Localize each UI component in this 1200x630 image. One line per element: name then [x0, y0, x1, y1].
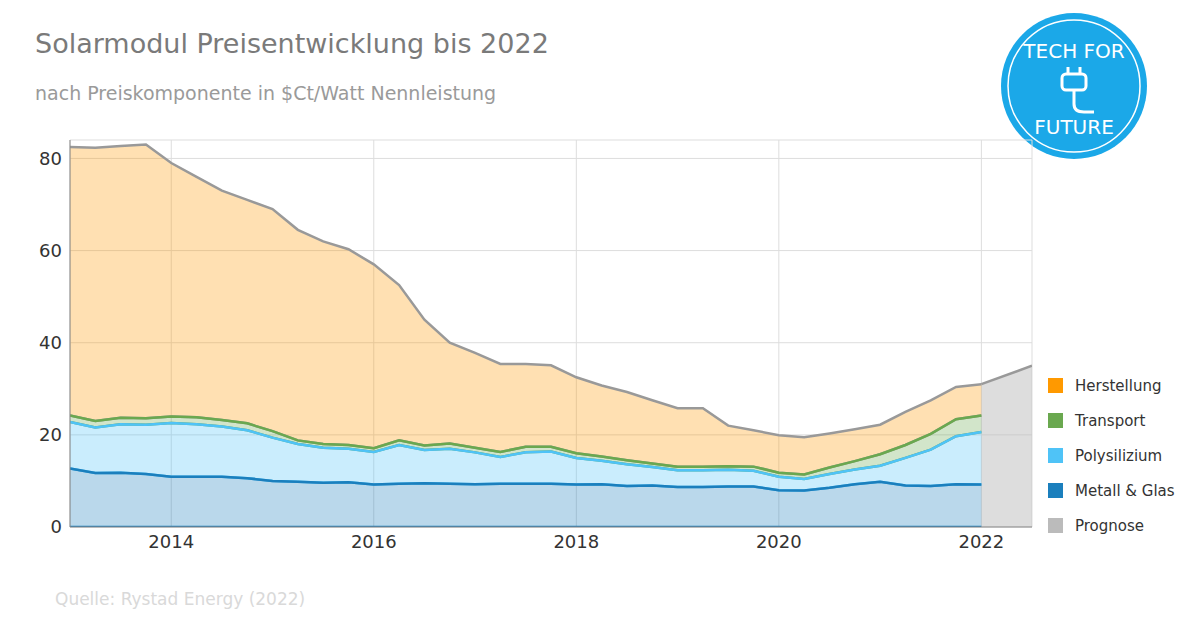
svg-text:40: 40 [39, 332, 62, 353]
svg-text:2020: 2020 [756, 531, 802, 552]
svg-text:2016: 2016 [351, 531, 397, 552]
html-text:Metall & Glas: Metall & Glas [1075, 481, 1175, 500]
svg-text:2018: 2018 [553, 531, 599, 552]
html-text:Solarmodul Preisentwicklung bi: Solarmodul Preisentwicklung bis 2022 [35, 28, 549, 59]
html-text:nach Preiskomponente in $Ct/Wa: nach Preiskomponente in $Ct/Watt Nennlei… [35, 82, 497, 104]
html-text:Transport: Transport [1075, 411, 1146, 430]
html-text:Quelle: Rystad Energy (2022): Quelle: Rystad Energy (2022) [55, 589, 306, 609]
html-text:Herstellung: Herstellung [1075, 376, 1162, 395]
svg-text:20: 20 [39, 424, 62, 445]
svg-text:TECH FOR: TECH FOR [1022, 39, 1124, 63]
svg-text:2014: 2014 [148, 531, 194, 552]
svg-text:0: 0 [51, 516, 62, 537]
svg-text:FUTURE: FUTURE [1034, 115, 1114, 139]
svg-text:80: 80 [39, 148, 62, 169]
html-text:Polysilizium: Polysilizium [1075, 446, 1163, 465]
svg-text:60: 60 [39, 240, 62, 261]
html-text:Prognose: Prognose [1075, 516, 1144, 535]
svg-text:2022: 2022 [958, 531, 1004, 552]
